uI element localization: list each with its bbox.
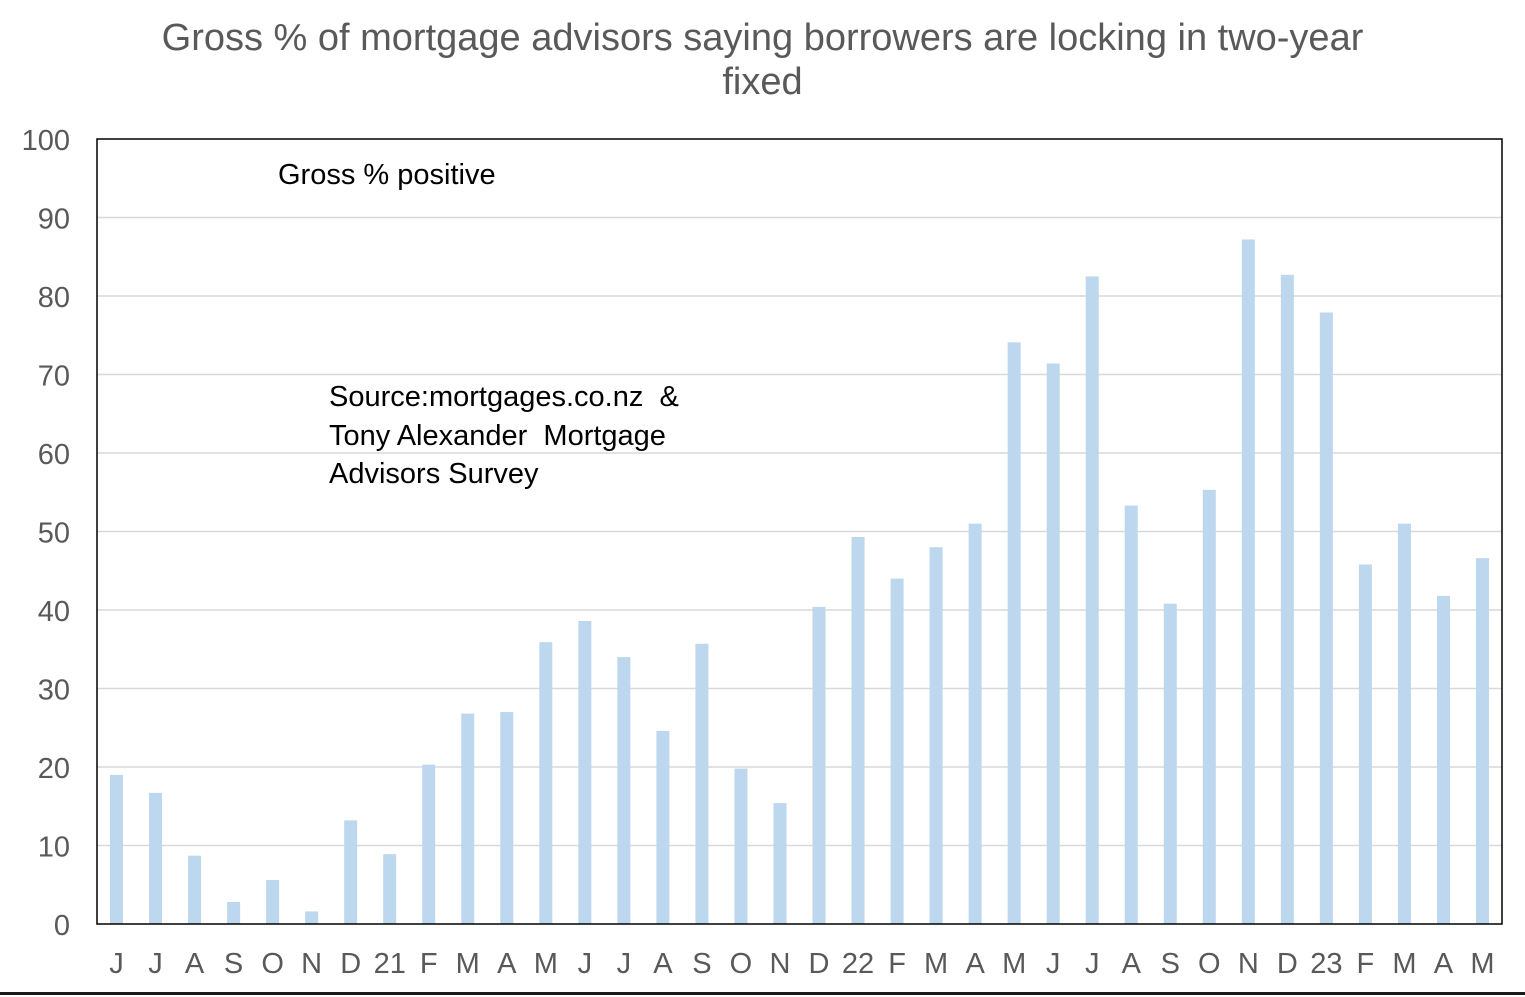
source-note-line: Tony Alexander Mortgage — [329, 420, 666, 452]
x-tick-label: D — [809, 948, 830, 980]
x-tick-label: M — [456, 948, 480, 980]
x-tick-label: J — [1085, 948, 1100, 980]
y-tick-label: 100 — [22, 125, 70, 157]
bar — [1475, 558, 1489, 924]
x-tick-label: J — [1046, 948, 1061, 980]
x-tick-label: D — [340, 948, 361, 980]
x-tick-label: M — [534, 948, 558, 980]
y-tick-label: 30 — [38, 675, 70, 707]
x-tick-label: J — [578, 948, 593, 980]
bar — [344, 820, 358, 924]
bar — [422, 764, 436, 924]
x-tick-label: A — [965, 948, 985, 980]
y-tick-label: 60 — [38, 439, 70, 471]
bar — [968, 523, 982, 924]
bar — [1124, 505, 1138, 924]
y-tick-label: 80 — [38, 282, 70, 314]
bottom-divider — [0, 992, 1525, 995]
y-tick-label: 0 — [54, 910, 70, 942]
x-tick-label: A — [1122, 948, 1142, 980]
x-tick-label: A — [185, 948, 205, 980]
bar — [617, 657, 631, 924]
bar — [890, 578, 904, 924]
x-tick-label: A — [1434, 948, 1454, 980]
bar — [149, 792, 163, 924]
y-tick-label: 90 — [38, 204, 70, 236]
x-tick-label: O — [261, 948, 284, 980]
x-tick-label: M — [1470, 948, 1494, 980]
x-tick-label: J — [148, 948, 163, 980]
bar — [929, 547, 943, 924]
bar — [812, 606, 826, 924]
bar — [461, 713, 475, 924]
bar — [1202, 489, 1216, 924]
bar — [773, 803, 787, 924]
bar — [851, 536, 865, 924]
bar — [227, 902, 241, 924]
bar — [1007, 342, 1021, 924]
bar — [188, 855, 202, 924]
bar — [1046, 363, 1060, 924]
bar — [1319, 312, 1333, 924]
chart-title: Gross % of mortgage advisors saying borr… — [161, 17, 1364, 103]
x-tick-label: F — [420, 948, 438, 980]
bar — [266, 880, 280, 924]
bar — [539, 642, 553, 924]
x-tick-label: A — [497, 948, 517, 980]
source-note-line: Advisors Survey — [329, 458, 539, 490]
x-tick-label: M — [1392, 948, 1416, 980]
bar — [656, 730, 670, 924]
x-tick-label: D — [1277, 948, 1298, 980]
x-tick-label: F — [1357, 948, 1375, 980]
bar — [305, 911, 319, 924]
x-tick-label: J — [109, 948, 124, 980]
bar — [734, 768, 748, 924]
annotation-label: Gross % positive — [278, 159, 496, 191]
bar — [1280, 274, 1294, 924]
x-tick-label: S — [1161, 948, 1180, 980]
x-tick-label: S — [224, 948, 243, 980]
bar — [110, 774, 124, 924]
source-note-line: Source:mortgages.co.nz & — [329, 381, 679, 413]
x-tick-label: 21 — [374, 948, 406, 980]
plot-frame — [96, 138, 1503, 925]
y-tick-label: 50 — [38, 518, 70, 550]
y-tick-label: 20 — [38, 753, 70, 785]
bar — [1163, 603, 1177, 924]
bar — [1436, 595, 1450, 924]
x-tick-label: A — [653, 948, 673, 980]
y-tick-label: 10 — [38, 832, 70, 864]
bar — [500, 712, 514, 924]
bar — [578, 620, 592, 924]
x-tick-label: S — [692, 948, 711, 980]
x-tick-label: M — [1002, 948, 1026, 980]
x-tick-label: 23 — [1310, 948, 1342, 980]
x-tick-label: N — [1238, 948, 1259, 980]
bar — [1085, 276, 1099, 924]
x-tick-label: M — [924, 948, 948, 980]
y-tick-label: 40 — [38, 596, 70, 628]
x-tick-label: J — [617, 948, 632, 980]
x-tick-label: F — [888, 948, 906, 980]
x-tick-label: O — [730, 948, 753, 980]
bar — [1241, 239, 1255, 925]
bar — [695, 643, 709, 924]
x-tick-label: N — [301, 948, 322, 980]
bar — [383, 854, 397, 924]
y-tick-label: 70 — [38, 361, 70, 393]
bar — [1397, 523, 1411, 924]
x-tick-label: N — [770, 948, 791, 980]
x-tick-label: O — [1198, 948, 1221, 980]
x-tick-label: 22 — [842, 948, 874, 980]
bar — [1358, 564, 1372, 924]
